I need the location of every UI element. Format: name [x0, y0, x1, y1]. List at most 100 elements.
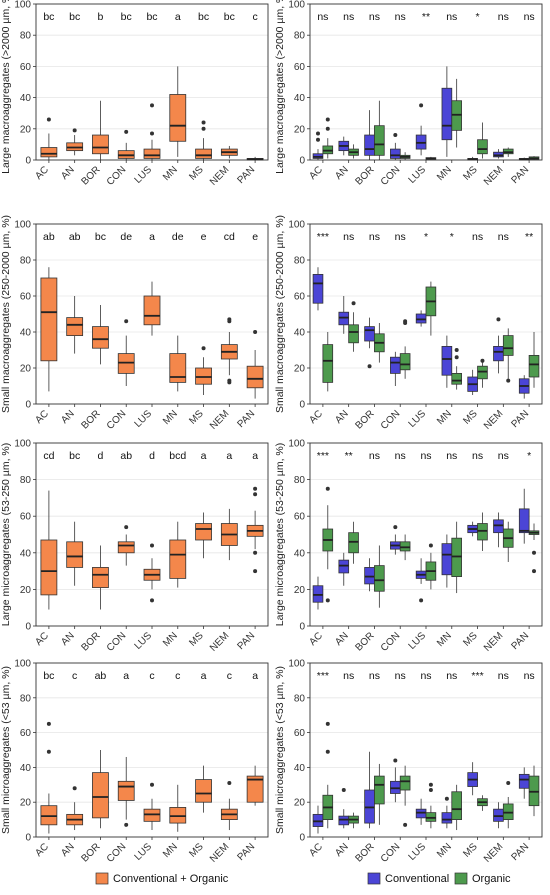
y-axis-label: Large microaggregates (53-250 µm, %) — [274, 443, 286, 626]
significance-letter: ns — [343, 231, 354, 243]
y-tick-label: 40 — [294, 548, 306, 559]
outlier-point — [315, 131, 320, 136]
outlier-point — [46, 117, 51, 122]
box-combined — [40, 147, 58, 158]
outlier-point — [253, 330, 258, 334]
box-conventional — [441, 345, 453, 376]
legend-swatch-combined — [95, 872, 109, 885]
box-organic — [399, 775, 411, 791]
x-tick-label: PAN — [509, 408, 531, 430]
significance-letter: ns — [369, 670, 380, 682]
significance-letter: bc — [69, 450, 80, 462]
outlier-point — [124, 822, 129, 827]
significance-letter: d — [149, 450, 155, 462]
box-combined — [246, 775, 264, 803]
box-organic — [451, 791, 462, 821]
box-conventional — [364, 567, 375, 585]
outlier-point — [325, 486, 330, 491]
significance-letter: a — [252, 450, 258, 462]
box-organic — [451, 537, 462, 577]
x-tick-label: CON — [379, 164, 403, 188]
significance-letter: d — [98, 450, 104, 462]
outlier-point — [393, 133, 398, 138]
outlier-point — [506, 781, 511, 786]
x-tick-label: NEM — [208, 164, 232, 188]
y-tick-label: 60 — [20, 292, 32, 303]
box-combined — [169, 539, 187, 579]
x-tick-label: LUS — [407, 630, 429, 652]
outlier-point — [532, 550, 537, 555]
outlier-point — [201, 120, 206, 125]
x-tick-label: AN — [333, 408, 351, 426]
y-axis-label: Small macroaggregates (250-2000 µm, %) — [274, 215, 286, 413]
significance-letter: ns — [420, 450, 431, 462]
significance-letter: ns — [369, 231, 380, 243]
significance-letter: * — [527, 450, 531, 462]
significance-letter: ns — [446, 11, 457, 23]
y-tick-label: 80 — [20, 475, 32, 486]
significance-letter: e — [252, 231, 258, 243]
box-conventional — [390, 356, 401, 374]
x-tick-label: BOR — [353, 841, 376, 864]
outlier-point — [124, 319, 129, 324]
x-tick-label: PAN — [235, 164, 257, 186]
significance-letter: ab — [95, 670, 107, 682]
outlier-point — [201, 126, 206, 131]
significance-letter: cd — [43, 450, 54, 462]
outlier-point — [428, 782, 433, 787]
y-axis-label: Small macroaggregates (250-2000 µm, %) — [0, 215, 12, 413]
outlier-point — [201, 346, 206, 351]
significance-letter: de — [120, 231, 132, 243]
significance-letter: ns — [498, 670, 509, 682]
x-tick-label: LUS — [133, 841, 155, 863]
x-tick-label: AN — [59, 164, 77, 182]
y-tick-label: 80 — [20, 31, 32, 42]
outlier-point — [150, 598, 154, 603]
significance-letter: bc — [43, 670, 54, 682]
significance-letter: ns — [498, 450, 509, 462]
y-tick-label: 0 — [299, 400, 305, 411]
y-tick-label: 20 — [294, 124, 306, 135]
x-tick-label: NEM — [482, 164, 506, 188]
y-tick-label: 100 — [14, 439, 31, 450]
significance-letter: ns — [369, 11, 380, 23]
outlier-point — [419, 598, 424, 603]
box-organic — [451, 372, 462, 385]
significance-letter: ** — [525, 231, 533, 243]
x-tick-label: CON — [379, 841, 403, 865]
significance-letter: ns — [524, 670, 535, 682]
outlier-point — [325, 721, 330, 726]
x-tick-label: AN — [59, 630, 77, 648]
y-tick-label: 60 — [294, 728, 306, 739]
panel-border — [35, 3, 269, 161]
x-tick-label: LUS — [407, 841, 429, 863]
significance-letter: ** — [422, 11, 430, 23]
significance-letter: de — [172, 231, 184, 243]
significance-letter: a — [201, 450, 207, 462]
significance-letter: ns — [524, 11, 535, 23]
x-tick-label: MN — [161, 630, 180, 649]
x-tick-label: BOR — [353, 630, 376, 653]
y-tick-label: 20 — [294, 364, 306, 375]
significance-letter: ns — [395, 670, 406, 682]
significance-letter: ns — [395, 11, 406, 23]
outlier-point — [351, 301, 356, 306]
significance-letter: ns — [395, 450, 406, 462]
outlier-point — [480, 358, 485, 363]
outlier-point — [403, 822, 408, 827]
x-tick-label: NEM — [482, 841, 506, 865]
outlier-point — [253, 550, 258, 555]
x-tick-label: AN — [59, 841, 77, 859]
x-tick-label: LUS — [133, 408, 155, 430]
x-tick-label: LUS — [407, 408, 429, 430]
box-organic — [374, 125, 385, 156]
x-tick-label: AC — [33, 164, 51, 182]
y-tick-label: 40 — [294, 328, 306, 339]
box-conventional — [441, 87, 453, 141]
significance-letter: ** — [345, 450, 353, 462]
y-tick-label: 80 — [294, 693, 306, 704]
significance-letter: bc — [198, 11, 209, 23]
y-tick-label: 100 — [14, 659, 31, 670]
